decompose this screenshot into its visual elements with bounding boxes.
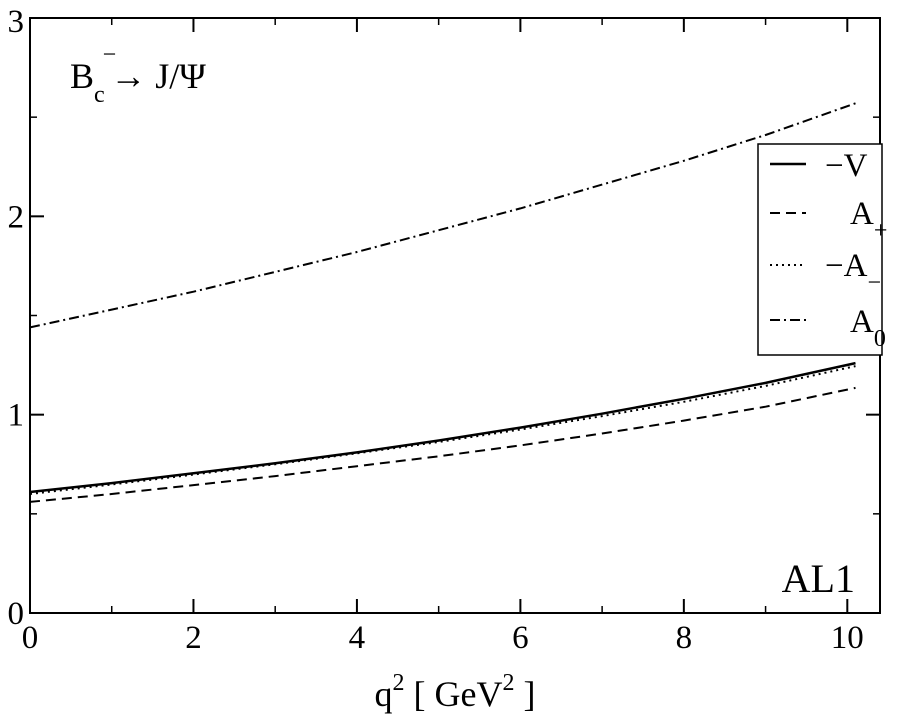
x-axis-title-end: ] [514, 674, 535, 714]
x-axis-title: q2 [ GeV2 ] [375, 670, 536, 714]
process-label-B: B [70, 56, 94, 96]
series-line-dotted [29, 365, 856, 495]
x-axis-title-sup2: 2 [502, 670, 514, 696]
x-axis-title-mid: [ GeV [405, 674, 503, 714]
legend-label-neg-v: −V [825, 148, 868, 184]
series-layer [29, 102, 856, 503]
y-tick-label: 1 [8, 398, 25, 434]
x-tick-label: 8 [676, 620, 693, 656]
x-tick-label: 6 [512, 620, 529, 656]
y-tick-label: 0 [8, 596, 25, 632]
series-line-dashdot [29, 102, 856, 329]
series-line-solid [29, 361, 856, 494]
legend-label-a-plus-sub: + [874, 218, 888, 244]
x-tick-label: 10 [831, 620, 864, 656]
x-tick-label: 4 [349, 620, 366, 656]
x-axis-title-base: q [375, 674, 393, 714]
plot-frame [29, 17, 881, 614]
legend-label-neg-a-minus-sub: − [867, 270, 881, 296]
legend: −V A+ −A− A0 [757, 143, 887, 356]
y-tick-label: 2 [8, 199, 25, 235]
legend-label-a-zero: A0 [850, 304, 886, 352]
axis-ticks: 0 2 4 6 8 10 0 1 2 3 [8, 4, 880, 656]
x-tick-label: 2 [185, 620, 202, 656]
legend-label-a-zero-sub: 0 [874, 326, 886, 352]
series-line-dashed [29, 386, 856, 503]
x-tick-label: 0 [22, 620, 39, 656]
legend-label-neg-a-minus-base: −A [825, 248, 868, 284]
x-axis-title-sup: 2 [393, 670, 405, 696]
legend-label-a-plus: A+ [850, 196, 887, 244]
process-label-sup: − [103, 42, 117, 68]
process-label-sub: c [94, 82, 105, 108]
legend-label-a-plus-base: A [850, 196, 874, 232]
legend-label-a-zero-base: A [850, 304, 874, 340]
model-label: AL1 [782, 556, 855, 601]
legend-label-neg-a-minus: −A− [825, 248, 881, 296]
y-tick-label: 3 [8, 4, 25, 40]
process-label-rest: → J/Ψ [110, 56, 206, 96]
process-label: Bc − → J/Ψ [70, 42, 206, 108]
